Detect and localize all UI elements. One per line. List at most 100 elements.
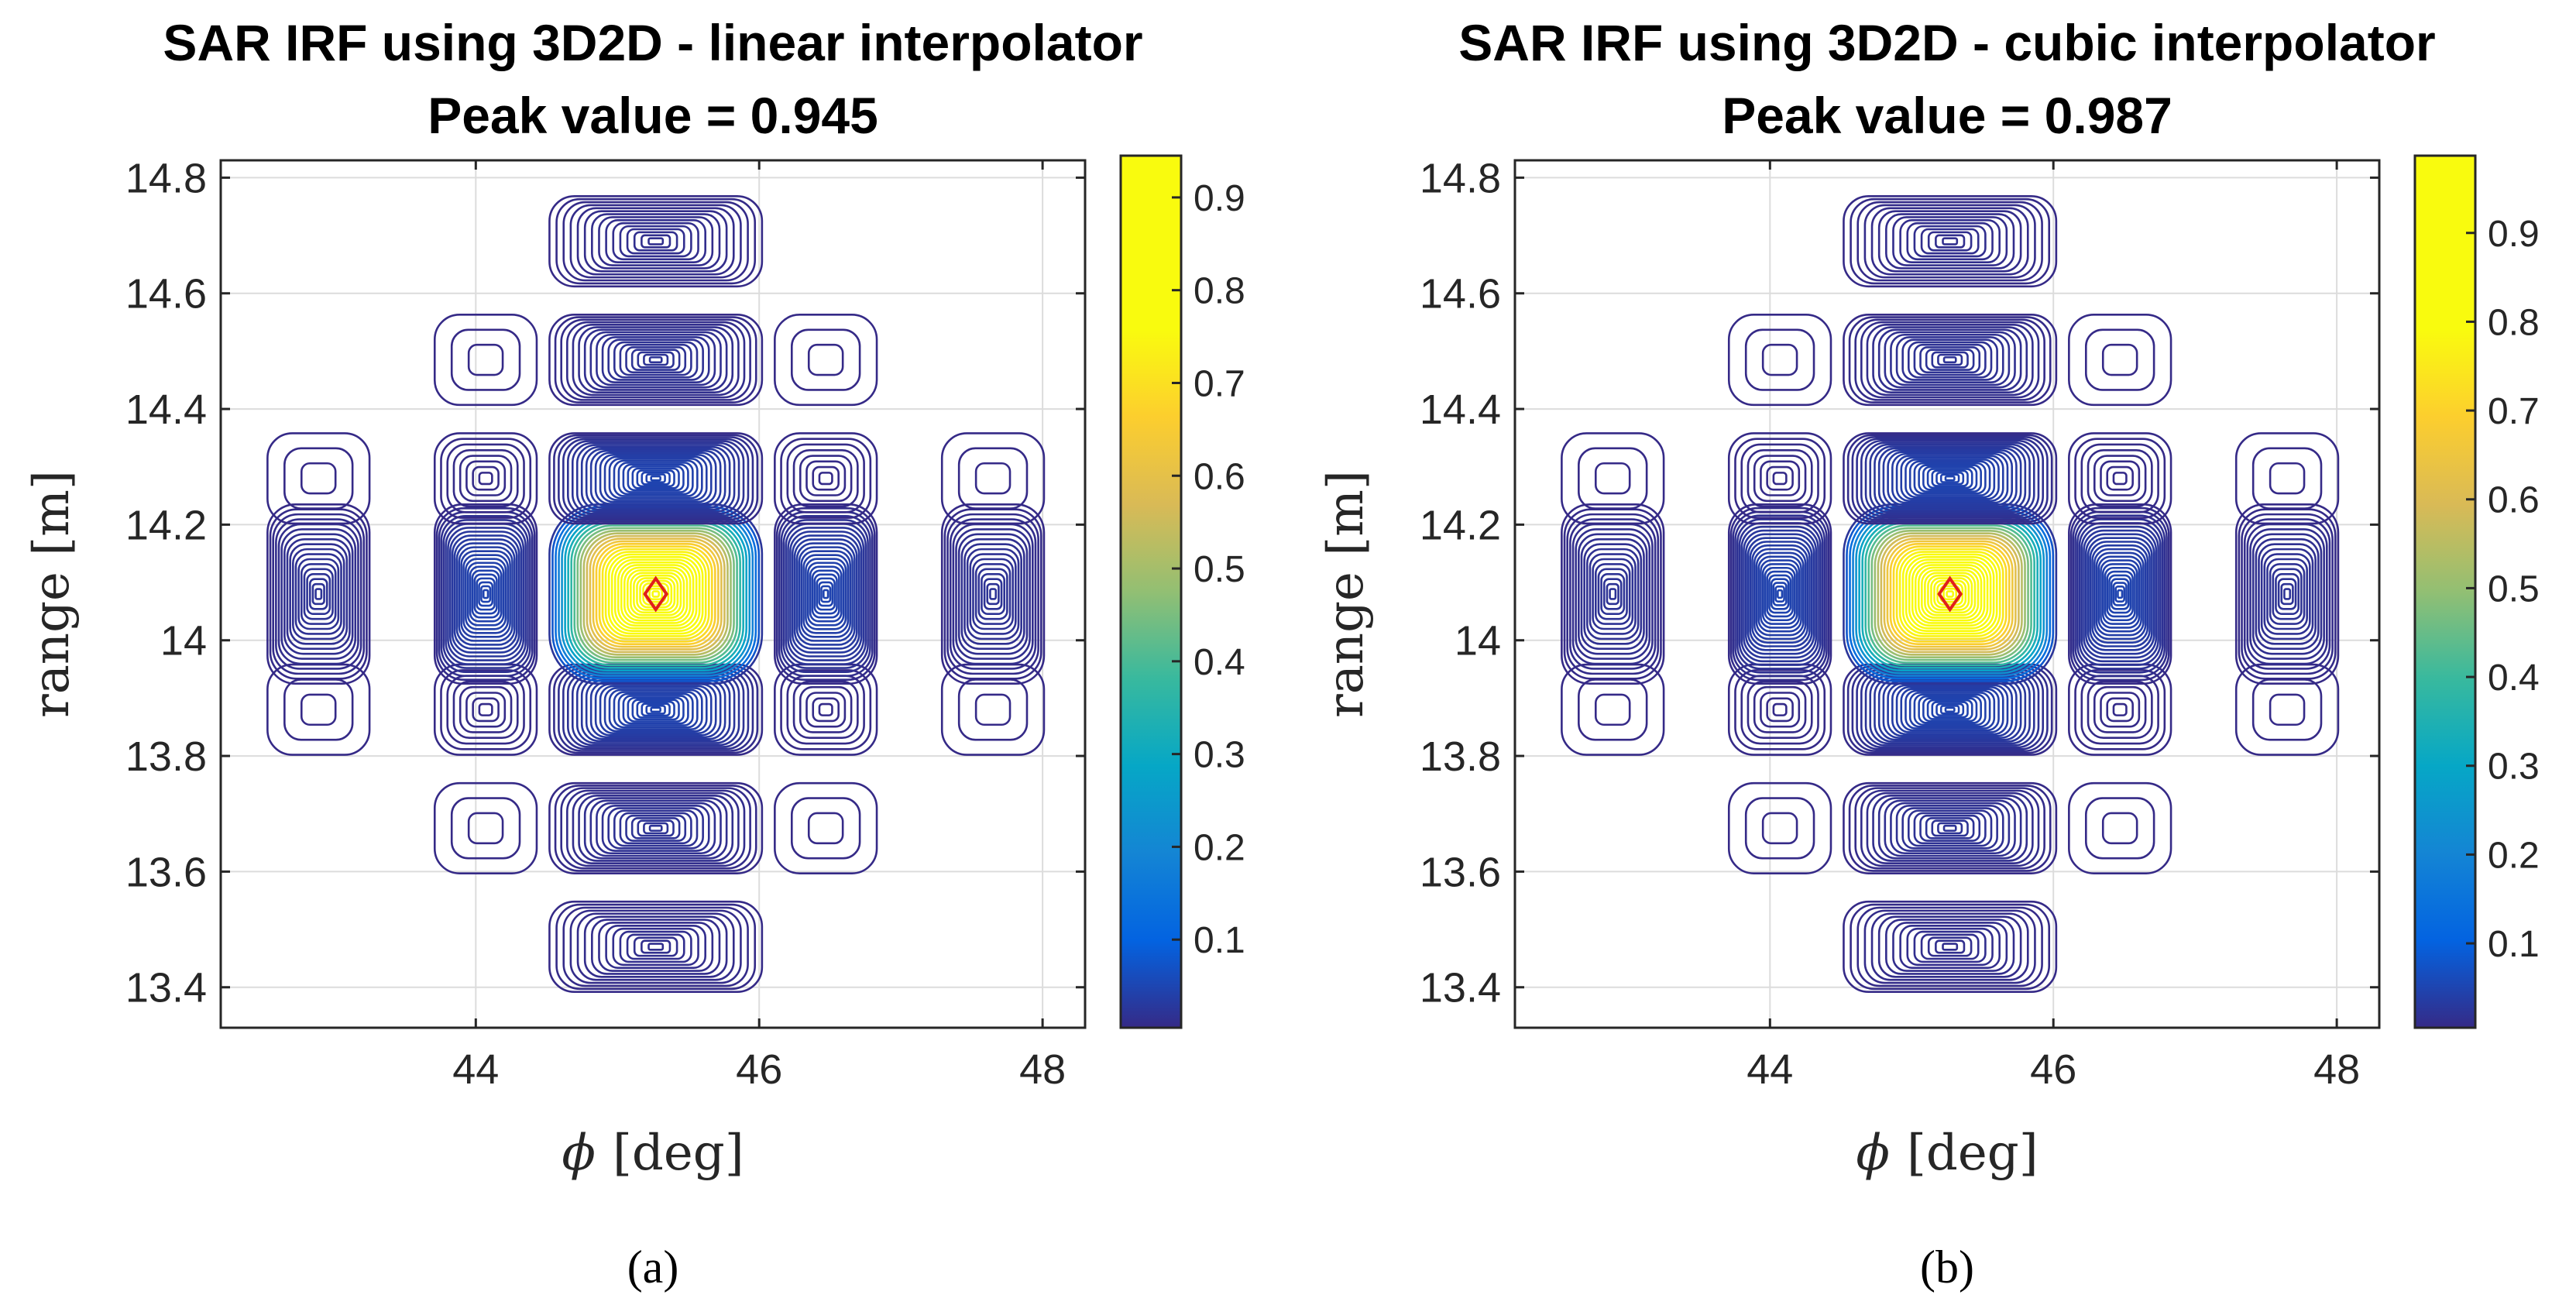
colorbar-tick-label: 0.2 bbox=[1194, 827, 1245, 868]
contour-ring bbox=[2097, 555, 2142, 633]
contour-ring bbox=[1913, 462, 1987, 495]
contour-ring bbox=[1869, 443, 2031, 513]
contour-ring bbox=[791, 534, 860, 654]
contour-ring bbox=[630, 572, 682, 616]
contour-ring bbox=[1872, 326, 2028, 393]
contour-ring bbox=[633, 574, 679, 614]
contour-ring bbox=[289, 543, 349, 645]
contour-ring bbox=[1772, 702, 1788, 716]
contour-ring bbox=[619, 930, 692, 963]
contour-ring bbox=[2100, 460, 2141, 496]
x-tick-label: 46 bbox=[2030, 1046, 2076, 1093]
contour-ring bbox=[1729, 507, 1830, 682]
contour-ring bbox=[613, 809, 699, 847]
contour-ring bbox=[1757, 555, 1802, 633]
contour-ring bbox=[1761, 563, 1798, 625]
contour-ring bbox=[2100, 692, 2141, 728]
contour-ring bbox=[818, 581, 834, 607]
contour-ring bbox=[2272, 568, 2303, 620]
contour-ring bbox=[2234, 503, 2340, 685]
y-tick-label: 13.4 bbox=[1420, 965, 1501, 1011]
contour-ring bbox=[2093, 548, 2147, 640]
contour-ring bbox=[1942, 943, 1959, 951]
contour-ring bbox=[569, 204, 742, 279]
contour-ring bbox=[1734, 438, 1826, 519]
colorbar-tick-label: 0.1 bbox=[1194, 920, 1245, 961]
contour-ring bbox=[774, 503, 878, 685]
contour-ring bbox=[1937, 353, 1963, 366]
contour-ring bbox=[1866, 792, 2034, 864]
contour-ring bbox=[1931, 819, 1969, 837]
contour-ring bbox=[960, 537, 1025, 651]
contour-ring bbox=[1899, 219, 2001, 264]
contour-ring bbox=[774, 314, 878, 407]
x-tick-label: 44 bbox=[1747, 1046, 1793, 1093]
contour-ring bbox=[1442, 588, 1449, 599]
contour-ring bbox=[2112, 472, 2128, 486]
contour-ring bbox=[1843, 781, 2058, 874]
contour-ring bbox=[548, 194, 764, 288]
x-axis-unit: [deg] bbox=[613, 1125, 744, 1182]
contour-ring bbox=[1872, 795, 2028, 862]
contour-ring bbox=[478, 702, 493, 716]
contour-ring bbox=[1885, 919, 2015, 975]
contour-ring bbox=[1727, 663, 1832, 756]
contour-ring bbox=[820, 585, 832, 603]
colorbar-tick-label: 0.7 bbox=[2488, 391, 2540, 432]
contour-ring bbox=[1727, 503, 1832, 685]
contour-ring bbox=[627, 696, 685, 723]
contour-ring bbox=[554, 785, 757, 872]
contour-ring bbox=[780, 515, 871, 673]
contour-ring bbox=[275, 518, 362, 670]
contour-ring bbox=[589, 331, 722, 389]
y-tick-label: 13.6 bbox=[1420, 849, 1501, 895]
contour-ring bbox=[2101, 563, 2138, 625]
contour-ring bbox=[1900, 456, 2000, 500]
contour-ring bbox=[1561, 432, 1665, 525]
contour-ring bbox=[782, 519, 869, 669]
contour-ring bbox=[1891, 452, 2009, 504]
contour-ring bbox=[969, 553, 1017, 635]
contour-ring bbox=[1921, 569, 1980, 619]
axes-frame bbox=[1513, 159, 2381, 1029]
contour-ring bbox=[806, 561, 845, 627]
contour-ring bbox=[2234, 432, 2340, 525]
contour-ring bbox=[560, 318, 751, 401]
contour-ring bbox=[1874, 445, 2027, 512]
contour-ring bbox=[134, 564, 168, 623]
contour-ring bbox=[591, 919, 721, 975]
contour-ring bbox=[1913, 693, 1987, 726]
contour-ring bbox=[465, 692, 507, 728]
contour-ring bbox=[455, 542, 516, 646]
contour-ring bbox=[637, 351, 675, 369]
colorbar-tick-label: 0.3 bbox=[2488, 747, 2540, 788]
contour-ring bbox=[1747, 680, 1813, 740]
contour-ring bbox=[1766, 570, 1794, 618]
contour-ring bbox=[648, 356, 663, 364]
contour-ring bbox=[1877, 797, 2022, 860]
contour-ring bbox=[1863, 909, 2036, 984]
contour-ring bbox=[576, 207, 735, 276]
contour-ring bbox=[2106, 465, 2134, 491]
contour-ring bbox=[589, 537, 723, 651]
contour-ring bbox=[567, 440, 745, 517]
contour-ring bbox=[433, 432, 538, 525]
contour-ring bbox=[435, 507, 536, 682]
contour-ring bbox=[476, 577, 496, 611]
contour-ring bbox=[2258, 543, 2317, 645]
contour-ring bbox=[807, 343, 844, 376]
contour-ring bbox=[774, 663, 878, 756]
contour-ring bbox=[2084, 533, 2155, 655]
contour-ring bbox=[651, 590, 660, 598]
contour-ring bbox=[1777, 589, 1784, 599]
contour-ring bbox=[555, 903, 757, 991]
contour-ring bbox=[818, 472, 833, 486]
contour-ring bbox=[1856, 201, 2043, 282]
contour-ring bbox=[631, 699, 680, 721]
contour-ring bbox=[2068, 432, 2172, 525]
contour-ring bbox=[790, 328, 861, 391]
colorbar-tick-label: 0.5 bbox=[1194, 549, 1245, 590]
contour-ring bbox=[957, 678, 1029, 741]
contour-ring bbox=[311, 582, 325, 606]
contour-ring bbox=[647, 237, 665, 246]
